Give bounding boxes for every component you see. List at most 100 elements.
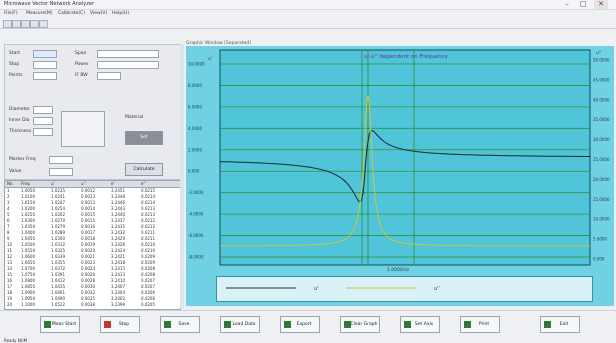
- menu-item-file[interactable]: File(F): [4, 11, 18, 16]
- col-header[interactable]: e': [111, 181, 115, 186]
- table-row[interactable]: 4 1.0200 1.0254 0.0014 3.2443 0.0213: [5, 206, 180, 212]
- table-cell: 1.0391: [51, 272, 65, 277]
- chart-title: u'-u'' dependent on Frequency: [364, 54, 448, 60]
- table-cell: 1: [7, 188, 10, 193]
- table-row[interactable]: 1 1.0050 1.0235 0.0012 3.2451 0.0215: [5, 188, 180, 194]
- table-row[interactable]: 18 1.0900 1.0461 0.0032 3.2404 0.0206: [5, 290, 180, 296]
- table-cell: 0.0214: [141, 200, 155, 205]
- calculate-button[interactable]: Calculate: [125, 163, 163, 176]
- ifbw-input[interactable]: [97, 72, 121, 80]
- table-row[interactable]: 20 1.1000 1.0522 0.0038 3.2399 0.0205: [5, 302, 180, 308]
- window-title: Microwave Vector Network Analyzer: [4, 1, 94, 7]
- table-row[interactable]: 5 1.0250 1.0262 0.0015 3.2440 0.0213: [5, 212, 180, 218]
- close-button[interactable]: ✕: [594, 0, 608, 9]
- table-cell: 3.2426: [111, 242, 125, 247]
- table-cell: 1.0355: [51, 260, 65, 265]
- marker-value-input[interactable]: [49, 168, 73, 176]
- table-cell: 0.0211: [141, 230, 155, 235]
- menu-item-calibrate[interactable]: Calibrate(C): [58, 11, 86, 16]
- table-row[interactable]: 14 1.0700 1.0372 0.0024 3.2415 0.0208: [5, 266, 180, 272]
- table-cell: 3.2448: [111, 194, 125, 199]
- marker-freq-input[interactable]: [49, 156, 73, 164]
- legend-label: u': [314, 286, 319, 292]
- table-row[interactable]: 11 1.0550 1.0325 0.0020 3.2424 0.0210: [5, 248, 180, 254]
- table-cell: 0.0021: [81, 254, 95, 259]
- table-cell: 0.0030: [81, 284, 95, 289]
- print-icon[interactable]: [30, 20, 39, 28]
- stop-input[interactable]: [33, 61, 57, 69]
- table-cell: 0.0209: [141, 260, 155, 265]
- save-icon[interactable]: [21, 20, 30, 28]
- col-header[interactable]: e'': [141, 181, 146, 186]
- table-row[interactable]: 7 1.0350 1.0279 0.0016 3.2435 0.0212: [5, 224, 180, 230]
- exit-icon: [544, 321, 551, 328]
- table-row[interactable]: 13 1.0650 1.0355 0.0023 3.2418 0.0209: [5, 260, 180, 266]
- table-cell: 14: [7, 266, 13, 271]
- table-cell: 0.0205: [141, 302, 155, 307]
- points-input[interactable]: [33, 72, 57, 80]
- table-scrollbar[interactable]: [180, 44, 184, 308]
- stop-button[interactable]: Stop: [100, 316, 140, 333]
- sample-label: Diameter: [9, 107, 31, 112]
- table-row[interactable]: 19 1.0950 1.0490 0.0035 3.2402 0.0206: [5, 296, 180, 302]
- diameter-input[interactable]: [33, 106, 53, 114]
- power-input[interactable]: [97, 61, 159, 69]
- menu-item-view[interactable]: View(V): [90, 11, 108, 16]
- graphic-window-title: Graphic Window [Separated]: [186, 41, 251, 46]
- table-cell: 1.0270: [51, 218, 65, 223]
- col-header[interactable]: u': [51, 181, 55, 186]
- col-header[interactable]: Freq: [21, 181, 30, 186]
- minimize-button[interactable]: –: [565, 0, 569, 8]
- clear-graph-button[interactable]: Clear Graph: [340, 316, 380, 333]
- table-cell: 0.0211: [141, 236, 155, 241]
- table-cell: 7: [7, 224, 10, 229]
- table-cell: 1.0550: [21, 248, 35, 253]
- material-radio-label[interactable]: Material: [125, 115, 144, 120]
- field-label: Start: [9, 51, 20, 56]
- thickness-input[interactable]: [33, 128, 53, 136]
- print-button[interactable]: Print: [460, 316, 500, 333]
- data-table: No. Freq u' u'' e' e'' 1 1.0050 1.0235 0.00…: [4, 180, 181, 310]
- table-row[interactable]: 17 1.0850 1.0435 0.0030 3.2407 0.0207: [5, 284, 180, 290]
- table-row[interactable]: 6 1.0300 1.0270 0.0015 3.2437 0.0212: [5, 218, 180, 224]
- table-row[interactable]: 10 1.0500 1.0312 0.0019 3.2426 0.0210: [5, 242, 180, 248]
- help-icon[interactable]: [39, 20, 48, 28]
- table-cell: 1.0650: [21, 260, 35, 265]
- meas-start-button[interactable]: Meas Start: [40, 316, 80, 333]
- x-marker-label: 1.000GHz: [387, 267, 410, 273]
- menu-item-measure[interactable]: Measure(M): [26, 11, 53, 16]
- table-cell: 1.0150: [21, 200, 35, 205]
- table-cell: 1.0461: [51, 290, 65, 295]
- plot-area: [219, 49, 591, 266]
- menu-item-help[interactable]: Help(H): [112, 11, 130, 16]
- set-axis-button[interactable]: Set Axis: [400, 316, 440, 333]
- table-cell: 0.0206: [141, 290, 155, 295]
- sample-label: Thickness: [9, 129, 32, 134]
- button-label: Meas Start: [51, 322, 77, 327]
- maximize-button[interactable]: □: [579, 0, 587, 8]
- exit-button[interactable]: Exit: [540, 316, 580, 333]
- inner-dia-input[interactable]: [33, 117, 53, 125]
- table-row[interactable]: 2 1.0100 1.0241 0.0013 3.2448 0.0214: [5, 194, 180, 200]
- table-row[interactable]: 15 1.0750 1.0391 0.0026 3.2413 0.0208: [5, 272, 180, 278]
- right-tick-label: 30.0000: [593, 137, 610, 142]
- new-icon[interactable]: [3, 20, 12, 28]
- set-button[interactable]: Set: [125, 131, 163, 145]
- export-button[interactable]: Export: [280, 316, 320, 333]
- col-header[interactable]: No.: [7, 181, 14, 186]
- open-icon[interactable]: [12, 20, 21, 28]
- table-row[interactable]: 9 1.0450 1.0300 0.0018 3.2429 0.0211: [5, 236, 180, 242]
- table-row[interactable]: 3 1.0150 1.0247 0.0013 3.2446 0.0214: [5, 200, 180, 206]
- col-header[interactable]: u'': [81, 181, 86, 186]
- load-data-button[interactable]: Load Data: [220, 316, 260, 333]
- span-input[interactable]: [97, 50, 159, 58]
- table-row[interactable]: 12 1.0600 1.0339 0.0021 3.2421 0.0209: [5, 254, 180, 260]
- table-row[interactable]: 8 1.0400 1.0289 0.0017 3.2432 0.0211: [5, 230, 180, 236]
- button-label: Stop: [118, 322, 130, 327]
- right-tick-label: 15.0000: [593, 197, 610, 202]
- start-input[interactable]: [33, 50, 57, 58]
- save-button[interactable]: Save: [160, 316, 200, 333]
- left-tick-label: -2.0000: [188, 190, 204, 195]
- table-row[interactable]: 16 1.0800 1.0412 0.0028 3.2410 0.0207: [5, 278, 180, 284]
- table-cell: 3.2399: [111, 302, 125, 307]
